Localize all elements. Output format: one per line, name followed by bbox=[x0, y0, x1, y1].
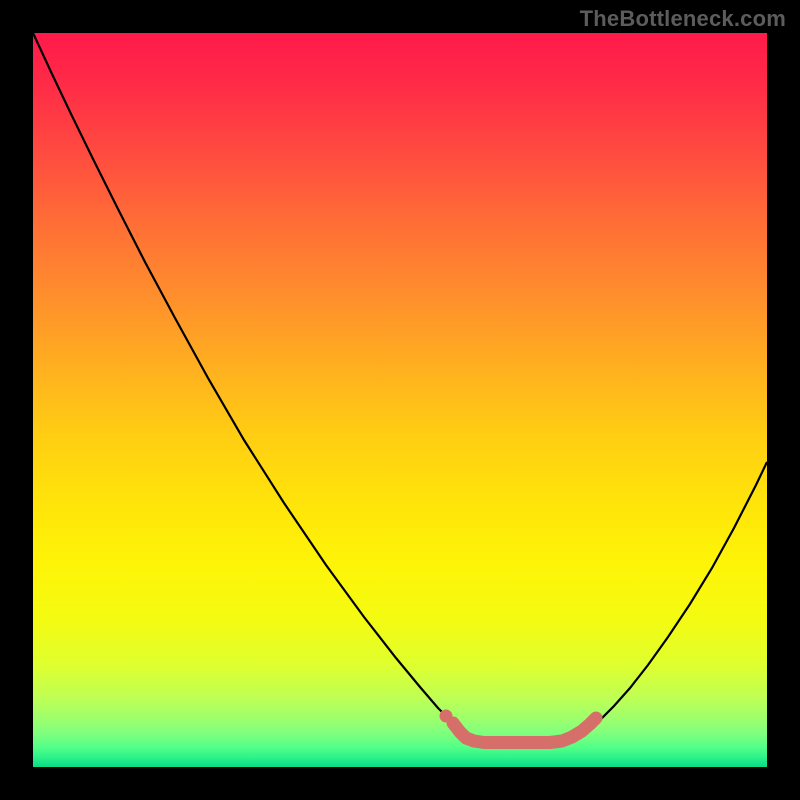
watermark-text: TheBottleneck.com bbox=[580, 6, 786, 32]
bottleneck-chart bbox=[0, 0, 800, 800]
plot-background bbox=[33, 33, 767, 767]
chart-stage: TheBottleneck.com bbox=[0, 0, 800, 800]
